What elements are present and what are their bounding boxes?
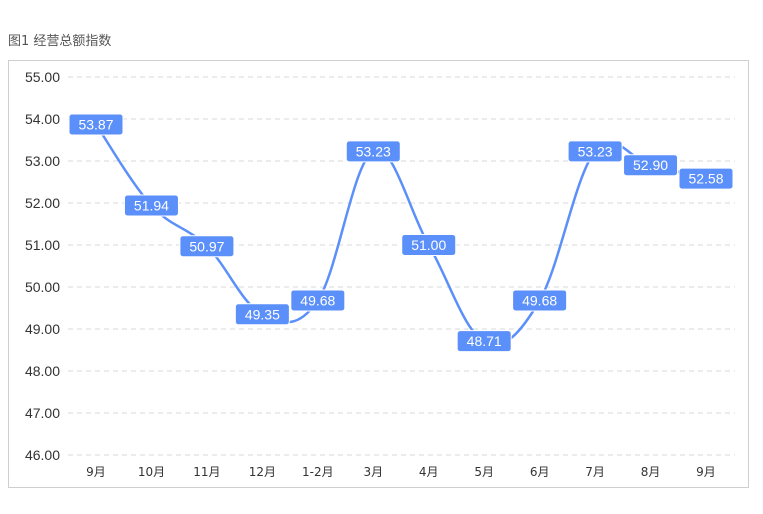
data-label-box — [567, 140, 623, 163]
data-label-box — [678, 167, 734, 190]
data-label-box — [512, 289, 568, 312]
x-tick-label: 11月 — [193, 465, 220, 479]
figure-caption: 图1 经营总额指数 — [8, 34, 112, 49]
data-label: 50.97 — [189, 238, 224, 254]
data-label: 49.68 — [300, 292, 335, 308]
data-label: 48.71 — [467, 333, 502, 349]
data-label-box — [68, 113, 124, 136]
data-label-box — [234, 303, 290, 326]
x-tick-label: 9月 — [86, 465, 106, 479]
y-tick-label: 51.00 — [25, 237, 60, 253]
data-label-box — [290, 289, 346, 312]
y-tick-label: 53.00 — [25, 153, 60, 169]
data-label: 51.00 — [411, 237, 446, 253]
x-tick-label: 5月 — [474, 465, 494, 479]
x-tick-label: 7月 — [585, 465, 605, 479]
y-tick-label: 50.00 — [25, 279, 60, 295]
y-tick-label: 54.00 — [25, 111, 60, 127]
x-tick-label: 9月 — [696, 465, 716, 479]
data-label-box — [123, 194, 179, 217]
data-label: 53.23 — [578, 143, 613, 159]
data-label: 52.58 — [688, 171, 723, 187]
data-label: 49.68 — [522, 292, 557, 308]
data-label: 53.23 — [356, 143, 391, 159]
x-tick-label: 6月 — [530, 465, 550, 479]
data-label: 49.35 — [245, 306, 280, 322]
data-label-box — [179, 235, 235, 258]
data-label: 52.90 — [633, 157, 668, 173]
data-label-box — [623, 154, 679, 177]
chart-frame — [8, 60, 749, 488]
x-tick-label: 1-2月 — [302, 465, 334, 479]
y-tick-label: 48.00 — [25, 363, 60, 379]
x-tick-label: 3月 — [363, 465, 383, 479]
x-tick-label: 4月 — [419, 465, 439, 479]
data-label: 51.94 — [134, 198, 169, 214]
y-tick-label: 49.00 — [25, 321, 60, 337]
x-tick-label: 12月 — [249, 465, 276, 479]
y-tick-label: 46.00 — [25, 447, 60, 463]
y-tick-label: 55.00 — [25, 69, 60, 85]
y-tick-label: 47.00 — [25, 405, 60, 421]
x-tick-label: 10月 — [138, 465, 165, 479]
data-label-box — [456, 330, 512, 353]
data-label-box — [401, 234, 457, 256]
data-label-box — [345, 140, 401, 163]
data-label: 53.87 — [78, 116, 113, 132]
y-tick-label: 52.00 — [25, 195, 60, 211]
x-tick-label: 8月 — [641, 465, 661, 479]
